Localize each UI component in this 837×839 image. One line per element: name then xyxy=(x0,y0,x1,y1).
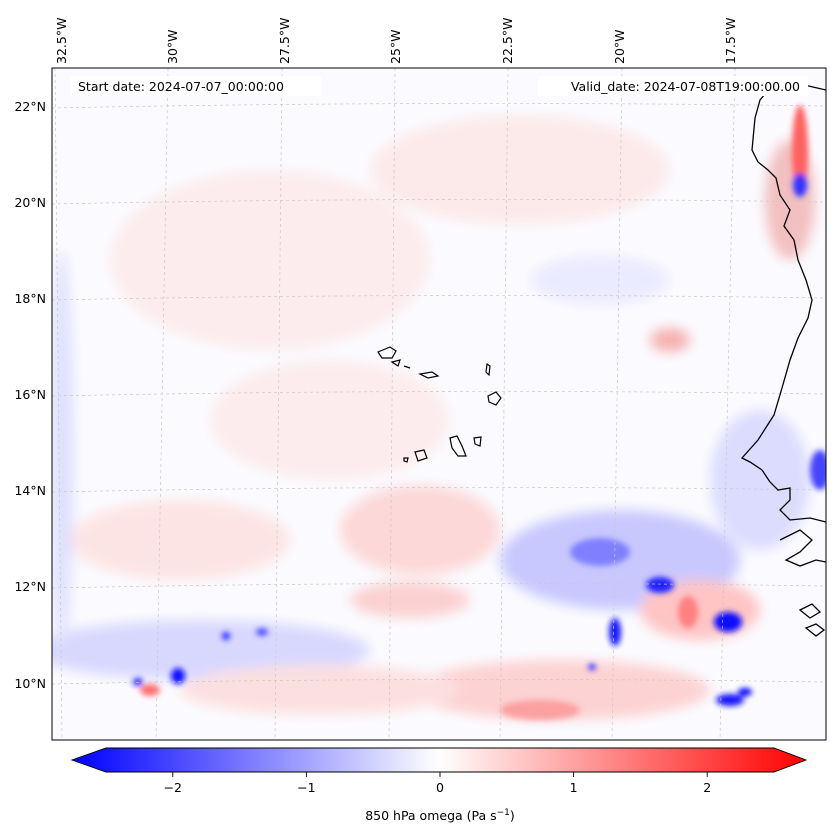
boa-vista-island xyxy=(487,391,502,406)
colorbar-tick-label: −2 xyxy=(164,780,182,795)
colorbar-bar xyxy=(70,747,808,773)
maio-island xyxy=(473,436,482,447)
lat-label: 22°N xyxy=(14,99,46,114)
omega-strong-features xyxy=(133,105,826,720)
coastline xyxy=(740,83,826,637)
map-frame xyxy=(51,67,827,741)
santo-antao-island xyxy=(377,346,397,359)
sao-nicolau-island xyxy=(418,371,440,379)
lon-label: 25°W xyxy=(388,29,403,64)
lon-label: 32.5°W xyxy=(54,18,69,64)
lat-label: 16°N xyxy=(14,387,46,402)
lon-label: 20°W xyxy=(612,29,627,64)
colorbar: −2 −1 0 1 2 850 hPa omega (Pa s−1) xyxy=(70,747,808,823)
lon-label: 27.5°W xyxy=(277,18,292,64)
latitude-labels: 22°N 20°N 18°N 16°N 14°N 12°N 10°N xyxy=(14,99,46,691)
omega-field xyxy=(52,115,815,720)
lon-label: 17.5°W xyxy=(723,18,738,64)
map-panel: Start date: 2024-07-07_00:00:00 Valid_da… xyxy=(52,68,826,740)
lon-label: 22.5°W xyxy=(500,18,515,64)
lat-label: 12°N xyxy=(14,579,46,594)
colorbar-tick-label: 2 xyxy=(703,780,711,795)
valid-date-box xyxy=(538,76,808,96)
colorbar-ticks: −2 −1 0 1 2 xyxy=(164,772,711,795)
start-date: Start date: 2024-07-07_00:00:00 xyxy=(78,79,284,94)
valid-date: Valid_date: 2024-07-08T19:00:00.00 xyxy=(571,79,800,94)
santiago-island xyxy=(449,435,467,457)
lat-label: 20°N xyxy=(14,195,46,210)
longitude-labels: 32.5°W 30°W 27.5°W 25°W 22.5°W 20°W 17.5… xyxy=(54,18,738,64)
sao-vicente-island xyxy=(390,359,401,367)
fogo-island xyxy=(414,449,428,462)
colorbar-tick-label: 0 xyxy=(436,780,444,795)
colorbar-label: 850 hPa omega (Pa s−1) xyxy=(365,808,515,823)
sal-island xyxy=(485,362,491,377)
start-date-box xyxy=(70,76,322,96)
cape-verde-islands xyxy=(377,346,502,463)
lat-label: 18°N xyxy=(14,291,46,306)
colorbar-tick-label: −1 xyxy=(297,780,315,795)
brava-island xyxy=(403,457,409,463)
gridlines xyxy=(52,68,826,740)
colorbar-tick-label: 1 xyxy=(570,780,578,795)
lat-label: 10°N xyxy=(14,676,46,691)
lat-label: 14°N xyxy=(14,483,46,498)
africa-coastline xyxy=(740,83,826,523)
lon-label: 30°W xyxy=(165,29,180,64)
